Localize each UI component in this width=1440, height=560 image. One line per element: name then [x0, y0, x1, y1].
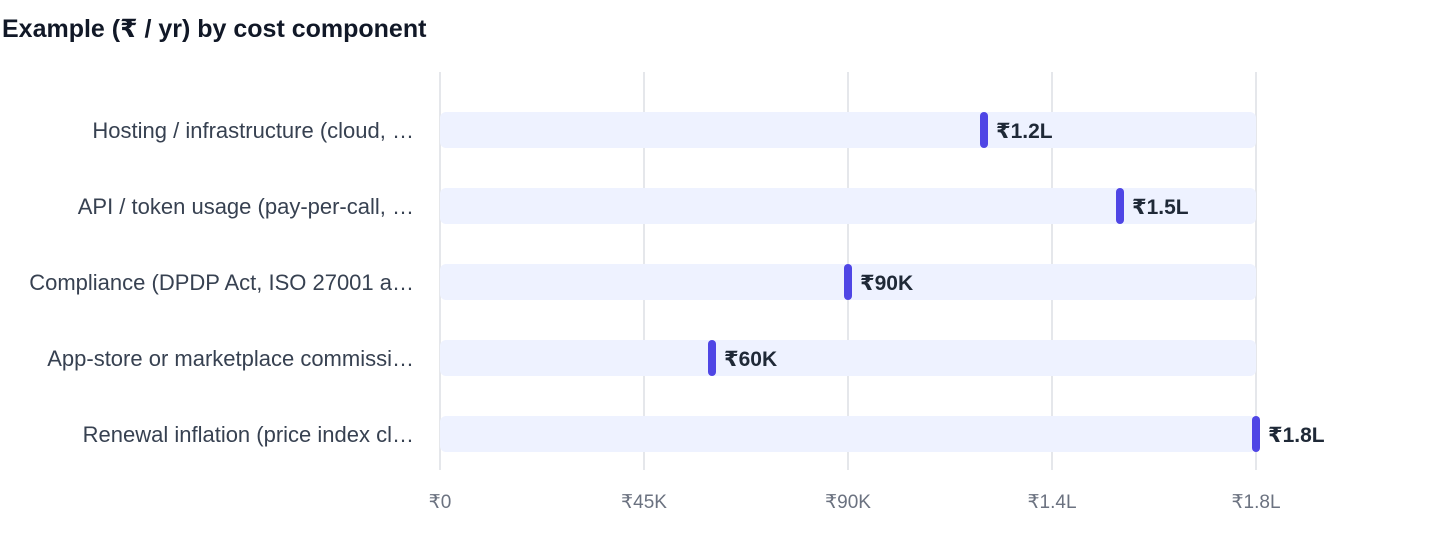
x-tick-label: ₹45K — [621, 492, 667, 513]
value-label: ₹1.5L — [1132, 196, 1189, 219]
bar-track — [440, 188, 1256, 224]
category-label: API / token usage (pay-per-call, … — [78, 194, 414, 219]
category-label: Compliance (DPDP Act, ISO 27001 a… — [29, 270, 414, 295]
bar-marker — [1116, 188, 1124, 224]
chart-title: Example (₹ / yr) by cost component — [2, 15, 427, 43]
bar-markers — [708, 112, 1260, 452]
bar-marker — [980, 112, 988, 148]
bar-track — [440, 112, 1256, 148]
bar-tracks — [440, 112, 1256, 452]
category-label: App-store or marketplace commissi… — [47, 346, 414, 371]
x-tick-label: ₹90K — [825, 492, 871, 513]
value-label: ₹90K — [860, 272, 913, 295]
value-label: ₹60K — [724, 348, 777, 371]
x-tick-label: ₹1.4L — [1027, 492, 1076, 513]
category-label: Renewal inflation (price index cl… — [83, 422, 414, 447]
bar-marker — [1252, 416, 1260, 452]
x-axis-ticks: ₹0 ₹45K ₹90K ₹1.4L ₹1.8L — [429, 492, 1281, 513]
x-tick-label: ₹0 — [429, 492, 452, 513]
value-labels: ₹1.2L ₹1.5L ₹90K ₹60K ₹1.8L — [724, 120, 1325, 447]
bar-track — [440, 340, 1256, 376]
bar-marker — [708, 340, 716, 376]
value-label: ₹1.2L — [996, 120, 1053, 143]
value-label: ₹1.8L — [1268, 424, 1325, 447]
bar-track — [440, 416, 1256, 452]
bar-marker — [844, 264, 852, 300]
x-tick-label: ₹1.8L — [1231, 492, 1280, 513]
category-labels: Hosting / infrastructure (cloud, … API / … — [29, 118, 414, 447]
category-label: Hosting / infrastructure (cloud, … — [92, 118, 414, 143]
